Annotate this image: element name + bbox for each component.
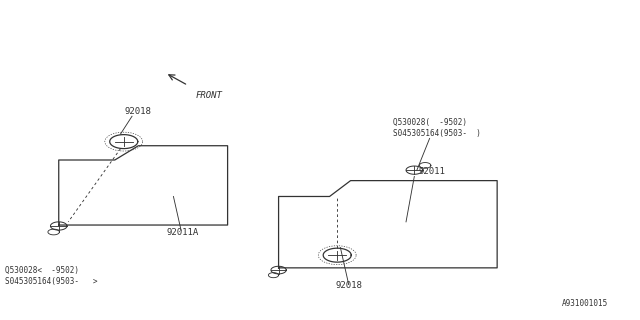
- Text: FRONT: FRONT: [196, 91, 223, 100]
- Text: 92018: 92018: [335, 282, 362, 291]
- Text: 92011: 92011: [419, 167, 445, 176]
- Text: S045305164(9503-   >: S045305164(9503- >: [4, 277, 97, 286]
- Text: S045305164(9503-  ): S045305164(9503- ): [394, 129, 481, 138]
- Text: Q530028(  -9502): Q530028( -9502): [394, 118, 467, 127]
- Text: 92018: 92018: [125, 107, 152, 116]
- Text: 92011A: 92011A: [167, 228, 199, 236]
- Text: A931001015: A931001015: [562, 299, 609, 308]
- Text: Q530028<  -9502): Q530028< -9502): [4, 266, 79, 275]
